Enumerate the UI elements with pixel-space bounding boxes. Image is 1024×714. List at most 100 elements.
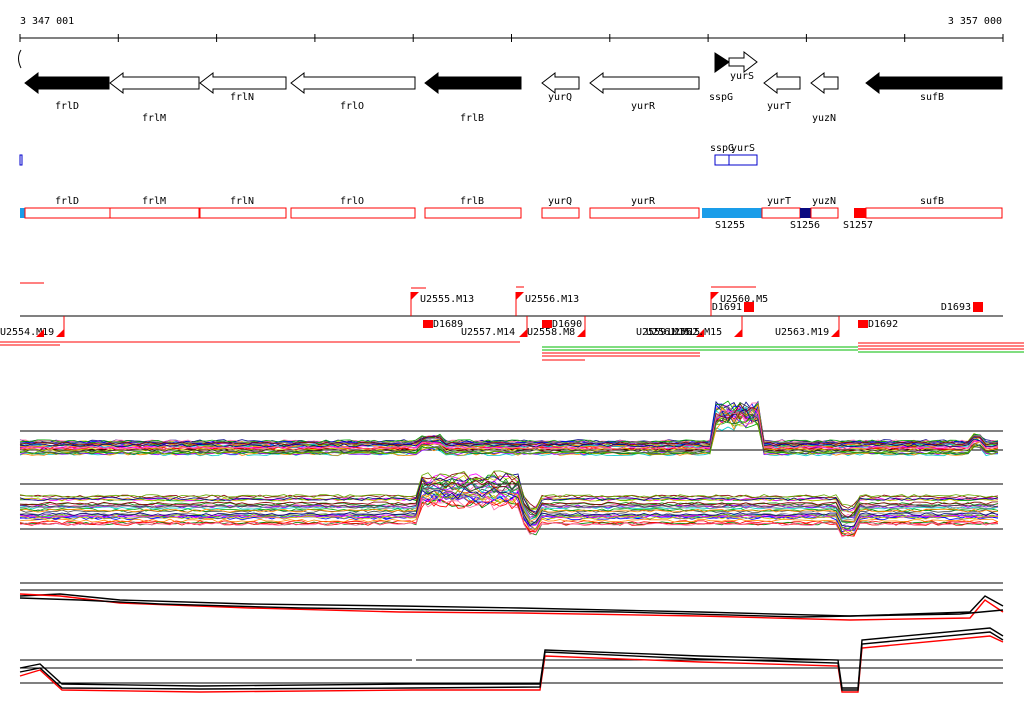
summary-profiles-b: [19, 627, 1004, 693]
expression-profiles-a: [19, 400, 999, 457]
transcript-yurT[interactable]: yurT: [761, 196, 801, 219]
feature-U2556-M13[interactable]: U2556.M13: [515, 286, 579, 316]
small-gene-yurS-label: yurS: [731, 143, 755, 154]
feature-D1689[interactable]: D1689: [423, 319, 463, 330]
feature-track: U2555.M13 U2556.M13 U2560.M5 D1691 D1693…: [0, 282, 1024, 361]
feature-U2562-M15[interactable]: U2562.M15: [668, 316, 743, 338]
expression-panel-strand-b: [19, 470, 1003, 538]
segment-S1257[interactable]: S1257: [843, 208, 873, 231]
feature-U2563-M19-label: U2563.M19: [775, 327, 829, 338]
feature-D1692[interactable]: D1692: [858, 319, 898, 330]
feature-U2554-M19[interactable]: U2554.M19: [0, 316, 65, 338]
feature-U2563-M19[interactable]: U2563.M19: [775, 316, 840, 338]
segment-S1256-label: S1256: [790, 220, 820, 231]
transcript-yurR-label: yurR: [631, 196, 656, 207]
segment-S1256[interactable]: S1256: [790, 208, 820, 231]
transcript-track: frlD frlM frlN frlO frlB yurQ yurR S125: [20, 196, 1003, 231]
feature-U2555-M13-label: U2555.M13: [420, 294, 474, 305]
feature-U2560-M5[interactable]: U2560.M5: [710, 286, 768, 316]
transcript-frlM[interactable]: frlM: [109, 196, 200, 219]
gene-frlO[interactable]: frlO: [290, 71, 416, 112]
feature-D1693-label: D1693: [941, 302, 971, 313]
transcript-yurQ[interactable]: yurQ: [541, 196, 580, 219]
feature-D1691[interactable]: D1691: [712, 302, 754, 313]
transcript-frlO[interactable]: frlO: [290, 196, 416, 219]
feature-D1690[interactable]: D1690: [542, 319, 582, 330]
gene-yurT[interactable]: yurT: [763, 71, 801, 112]
feature-U2555-M13[interactable]: U2555.M13: [410, 287, 474, 316]
coordinate-ruler: 3 347 001 3 357 000: [19, 16, 1004, 42]
feature-U2554-M19-label: U2554.M19: [0, 327, 54, 338]
feature-D1691-label: D1691: [712, 302, 742, 313]
summary-panel-a: [19, 582, 1004, 621]
summary-panel-b: [19, 627, 1004, 693]
gene-sufB[interactable]: sufB: [865, 71, 1003, 103]
small-gene-track: sspG yurS: [19, 143, 758, 166]
transcript-yurR[interactable]: yurR: [589, 196, 700, 219]
gene-frlN-label: frlN: [230, 92, 254, 103]
gene-frlM[interactable]: frlM: [109, 71, 200, 124]
gene-frlN[interactable]: frlN: [199, 71, 287, 103]
feature-U2561-M15-label: U2561.M15: [646, 327, 700, 338]
gene-yurQ-label: yurQ: [548, 92, 572, 103]
feature-U2558-M8[interactable]: U2558.M8: [527, 316, 586, 338]
transcript-frlN[interactable]: frlN: [199, 196, 287, 219]
gene-frlD[interactable]: frlD: [24, 71, 110, 112]
feature-D1692-label: D1692: [868, 319, 898, 330]
transcript-yuzN[interactable]: yuzN: [810, 196, 839, 219]
small-gene-marker: [19, 154, 23, 166]
feature-U2556-M13-label: U2556.M13: [525, 294, 579, 305]
feature-U2559-M15-label: U2559.M15: [636, 327, 690, 338]
transcript-frlN-label: frlN: [230, 196, 254, 207]
transcript-yurT-label: yurT: [767, 196, 791, 207]
ruler-ticks: [19, 34, 1004, 42]
gene-yurS[interactable]: yurS: [728, 50, 758, 82]
gene-sspG-label: sspG: [709, 92, 733, 103]
small-gene-yurS[interactable]: yurS: [728, 143, 758, 166]
gene-frlB[interactable]: frlB: [424, 71, 522, 124]
transcript-yurQ-label: yurQ: [548, 196, 572, 207]
gene-yurQ[interactable]: yurQ: [541, 71, 580, 103]
segment-S1255[interactable]: S1255: [702, 208, 762, 231]
feature-U2558-M8-label: U2558.M8: [527, 327, 575, 338]
transcript-yuzN-label: yuzN: [812, 196, 836, 207]
transcript-frlB[interactable]: frlB: [424, 196, 522, 219]
transcript-frlM-label: frlM: [142, 196, 166, 207]
gene-yurR[interactable]: yurR: [589, 71, 700, 112]
feature-D1693[interactable]: D1693: [941, 302, 983, 313]
gene-yuzN-label: yuzN: [812, 113, 836, 124]
feature-D1690-label: D1690: [552, 319, 582, 330]
small-gene-sspG-label: sspG: [710, 143, 734, 154]
ruler-start-label: 3 347 001: [20, 16, 74, 27]
feature-U2560-M5-label: U2560.M5: [720, 294, 768, 305]
feature-U2557-M14-label: U2557.M14: [461, 327, 515, 338]
gene-frlB-label: frlB: [460, 113, 484, 124]
transcript-frlB-label: frlB: [460, 196, 484, 207]
transcript-frlD-label: frlD: [55, 196, 79, 207]
segment-edge-blue: [20, 208, 25, 218]
segment-S1255-label: S1255: [715, 220, 745, 231]
gene-sspG[interactable]: sspG: [709, 52, 733, 103]
feature-U2562-M15-label: U2562.M15: [668, 327, 722, 338]
gene-frlM-label: frlM: [142, 113, 166, 124]
gene-sufB-label: sufB: [920, 92, 944, 103]
feature-U2561-M15[interactable]: U2561.M15: [646, 327, 704, 338]
gene-track: frlD frlM frlN frlO frlB yurQ yurR sspG: [18, 49, 1003, 124]
feature-D1689-label: D1689: [433, 319, 463, 330]
gene-yurS-label: yurS: [730, 71, 754, 82]
expression-profiles-b: [19, 470, 999, 538]
transcript-sufB-label: sufB: [920, 196, 944, 207]
feature-U2559-M15[interactable]: U2559.M15: [636, 327, 690, 338]
transcript-sufB[interactable]: sufB: [865, 196, 1003, 219]
expression-panel-strand-a: [19, 400, 1003, 457]
gene-frlO-label: frlO: [340, 101, 364, 112]
gene-yurT-label: yurT: [767, 101, 791, 112]
feature-U2557-M14[interactable]: U2557.M14: [461, 316, 528, 338]
gene-yuzN[interactable]: yuzN: [810, 71, 839, 124]
segment-S1257-label: S1257: [843, 220, 873, 231]
transcript-frlD[interactable]: frlD: [24, 196, 111, 219]
ruler-end-label: 3 357 000: [948, 16, 1002, 27]
transcript-frlO-label: frlO: [340, 196, 364, 207]
